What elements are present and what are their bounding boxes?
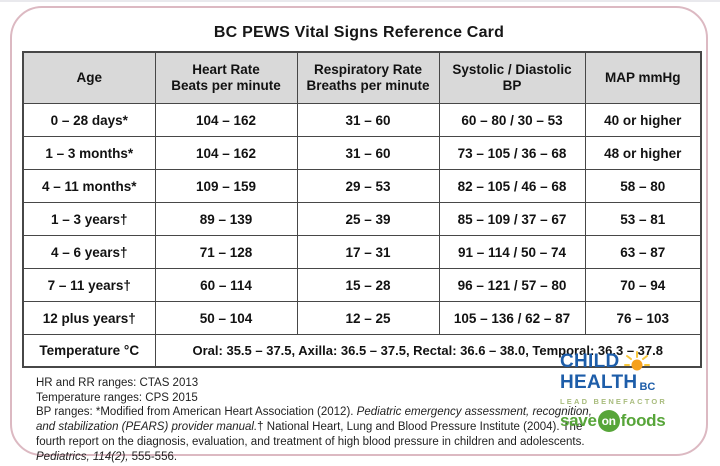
column-header-bp: Systolic / Diastolic BP (438, 51, 586, 104)
respiratory-rate-cell: 25 – 39 (296, 202, 440, 236)
bp-cell: 91 – 114 / 50 – 74 (438, 235, 586, 269)
map-cell: 70 – 94 (584, 268, 702, 302)
column-header-heart-rate: Heart Rate Beats per minute (154, 51, 298, 104)
footnote-bp-citation-2: Pediatrics, 114(2), (36, 450, 129, 463)
age-cell: 1 – 3 months* (22, 136, 156, 170)
bp-cell: 82 – 105 / 46 – 68 (438, 169, 586, 203)
table-row: 1 – 3 years† 89 – 139 25 – 39 85 – 109 /… (22, 202, 702, 236)
footnote-bp-citation-1: Pediatric emergency assessment, recognit… (36, 406, 592, 434)
respiratory-rate-cell: 29 – 53 (296, 169, 440, 203)
age-cell: 0 – 28 days* (22, 103, 156, 137)
table-row: 4 – 6 years† 71 – 128 17 – 31 91 – 114 /… (22, 235, 702, 269)
age-cell: 4 – 11 months* (22, 169, 156, 203)
bp-cell: 96 – 121 / 57 – 80 (438, 268, 586, 302)
age-cell: 12 plus years† (22, 301, 156, 335)
respiratory-rate-cell: 31 – 60 (296, 103, 440, 137)
table-row: 4 – 11 months* 109 – 159 29 – 53 82 – 10… (22, 169, 702, 203)
bp-cell: 73 – 105 / 36 – 68 (438, 136, 586, 170)
footnote-bp-suffix: 555-556. (128, 450, 178, 463)
map-cell: 63 – 87 (584, 235, 702, 269)
sun-icon (623, 350, 650, 374)
logo-child-text: CHILD (560, 350, 620, 372)
table-row: 0 – 28 days* 104 – 162 31 – 60 60 – 80 /… (22, 103, 702, 137)
respiratory-rate-cell: 15 – 28 (296, 268, 440, 302)
header-row: Age Heart Rate Beats per minute Respirat… (22, 51, 702, 104)
age-cell: 7 – 11 years† (22, 268, 156, 302)
lead-benefactor-label: LEAD BENEFACTOR (560, 397, 668, 406)
map-cell: 76 – 103 (584, 301, 702, 335)
respiratory-rate-cell: 31 – 60 (296, 136, 440, 170)
bp-cell: 105 – 136 / 62 – 87 (438, 301, 586, 335)
vital-signs-table: Age Heart Rate Beats per minute Respirat… (22, 51, 702, 368)
logo-health-text: HEALTH (560, 371, 638, 393)
map-cell: 53 – 81 (584, 202, 702, 236)
table-row: 1 – 3 months* 104 – 162 31 – 60 73 – 105… (22, 136, 702, 170)
column-header-age: Age (22, 51, 156, 104)
footnote-hr-rr: HR and RR ranges: CTAS 2013 (36, 377, 199, 389)
age-cell: 1 – 3 years† (22, 202, 156, 236)
heart-rate-cell: 71 – 128 (154, 235, 298, 269)
page-top-edge (0, 0, 720, 2)
heart-rate-cell: 109 – 159 (154, 169, 298, 203)
table-row: 7 – 11 years† 60 – 114 15 – 28 96 – 121 … (22, 268, 702, 302)
heart-rate-cell: 60 – 114 (154, 268, 298, 302)
footnote-bp-middle: † National Heart, Lung and Blood Pressur… (36, 421, 585, 448)
map-cell: 48 or higher (584, 136, 702, 170)
map-cell: 58 – 80 (584, 169, 702, 203)
footnote-bp: BP ranges: *Modified from American Heart… (36, 405, 592, 464)
respiratory-rate-cell: 12 – 25 (296, 301, 440, 335)
respiratory-rate-cell: 17 – 31 (296, 235, 440, 269)
age-cell: 4 – 6 years† (22, 235, 156, 269)
save-on-foods-logo: save on foods (560, 410, 682, 432)
heart-rate-cell: 89 – 139 (154, 202, 298, 236)
column-header-respiratory-rate: Respiratory Rate Breaths per minute (296, 51, 440, 104)
page-title: BC PEWS Vital Signs Reference Card (213, 24, 505, 41)
child-health-bc-logo: CHILD HEALTH BC (560, 350, 682, 393)
footnote-temperature: Temperature ranges: CPS 2015 (36, 391, 198, 404)
column-header-map: MAP mmHg (584, 51, 702, 104)
footnotes: HR and RR ranges: CTAS 2013 Temperature … (36, 376, 592, 464)
on-circle-icon: on (597, 410, 620, 432)
heart-rate-cell: 104 – 162 (154, 136, 298, 170)
heart-rate-cell: 50 – 104 (154, 301, 298, 335)
logo-bc-text: BC (639, 380, 656, 393)
heart-rate-cell: 104 – 162 (154, 103, 298, 137)
temperature-row: Temperature °C Oral: 35.5 – 37.5, Axilla… (22, 334, 702, 368)
footnote-bp-prefix: BP ranges: *Modified from American Heart… (36, 406, 357, 419)
temperature-values: Oral: 35.5 – 37.5, Axilla: 36.5 – 37.5, … (154, 334, 702, 368)
map-cell: 40 or higher (584, 103, 702, 137)
logo-foods-text: foods (620, 411, 666, 430)
bp-cell: 60 – 80 / 30 – 53 (438, 103, 586, 137)
sponsor-logos: CHILD HEALTH BC (560, 350, 682, 432)
temperature-label: Temperature °C (22, 334, 156, 368)
reference-card: BC PEWS Vital Signs Reference Card Age H… (10, 6, 708, 463)
bp-cell: 85 – 109 / 37 – 67 (438, 202, 586, 236)
table-row: 12 plus years† 50 – 104 12 – 25 105 – 13… (22, 301, 702, 335)
logo-save-text: save (560, 411, 597, 430)
